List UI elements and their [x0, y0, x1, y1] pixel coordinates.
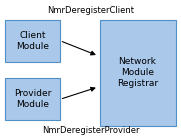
FancyBboxPatch shape [5, 20, 60, 62]
Text: Provider
Module: Provider Module [14, 89, 51, 109]
FancyBboxPatch shape [100, 20, 176, 126]
Text: Client
Module: Client Module [16, 31, 49, 51]
FancyBboxPatch shape [5, 78, 60, 120]
Text: Network
Module
Registrar: Network Module Registrar [117, 57, 158, 88]
Text: NmrDeregisterProvider: NmrDeregisterProvider [42, 126, 139, 135]
Text: NmrDeregisterClient: NmrDeregisterClient [47, 6, 134, 15]
